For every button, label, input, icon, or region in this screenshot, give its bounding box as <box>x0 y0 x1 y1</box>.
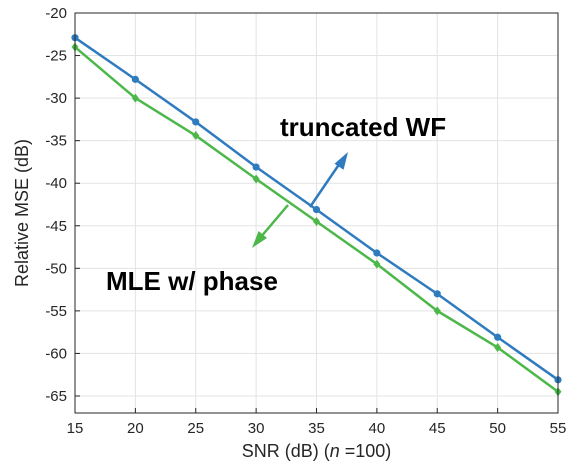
y-tick-label: -35 <box>45 133 67 150</box>
data-point-mle-w-phase <box>192 131 200 141</box>
x-tick-label: 40 <box>369 420 386 437</box>
annotation-arrow-truncated-wf <box>308 162 342 208</box>
x-tick-label: 30 <box>248 420 265 437</box>
data-point-truncated-wf <box>433 290 441 298</box>
x-tick-label: 20 <box>127 420 144 437</box>
annotation-mle-phase: MLE w/ phase <box>106 204 289 296</box>
x-axis-label: SNR (dB) (n =100) <box>242 441 392 461</box>
data-point-truncated-wf <box>494 333 502 341</box>
annotation-truncated-wf: truncated WF <box>280 112 446 208</box>
data-point-mle-w-phase <box>131 93 139 103</box>
data-point-truncated-wf <box>192 118 200 126</box>
x-tick-label: 55 <box>550 420 567 437</box>
annotation-arrowhead-mle-phase <box>252 231 267 248</box>
x-tick-label: 25 <box>187 420 204 437</box>
data-point-mle-w-phase <box>252 174 260 184</box>
y-tick-label: -50 <box>45 260 67 277</box>
x-tick-label: 35 <box>308 420 325 437</box>
data-point-mle-w-phase <box>494 342 502 352</box>
x-tick-label: 15 <box>67 420 84 437</box>
y-tick-label: -25 <box>45 48 67 65</box>
y-tick-label: -65 <box>45 388 67 405</box>
y-tick-label: -20 <box>45 5 67 22</box>
data-point-truncated-wf <box>373 249 381 257</box>
annotation-label-truncated-wf: truncated WF <box>280 112 446 142</box>
y-tick-label: -30 <box>45 90 67 107</box>
series-layer <box>71 34 562 397</box>
y-tick-label: -40 <box>45 175 67 192</box>
y-axis-label: Relative MSE (dB) <box>12 139 32 287</box>
data-point-truncated-wf <box>131 75 139 83</box>
data-point-mle-w-phase <box>433 306 441 316</box>
y-tick-label: -55 <box>45 303 67 320</box>
annotation-arrowhead-truncated-wf <box>334 152 348 170</box>
y-tick-label: -60 <box>45 345 67 362</box>
ticks: 15 20 25 30 35 40 45 50 55 -20 -25 -30 -35 -40 -45 -50 -… <box>45 5 566 437</box>
data-point-mle-w-phase <box>313 217 320 227</box>
x-tick-label: 45 <box>429 420 446 437</box>
data-point-truncated-wf <box>312 205 321 214</box>
x-tick-label: 50 <box>489 420 506 437</box>
data-point-mle-w-phase <box>373 259 381 269</box>
annotation-arrow-mle-phase <box>259 204 289 239</box>
annotation-label-mle-phase: MLE w/ phase <box>106 266 278 296</box>
y-tick-label: -45 <box>45 218 67 235</box>
data-point-truncated-wf <box>252 163 260 171</box>
